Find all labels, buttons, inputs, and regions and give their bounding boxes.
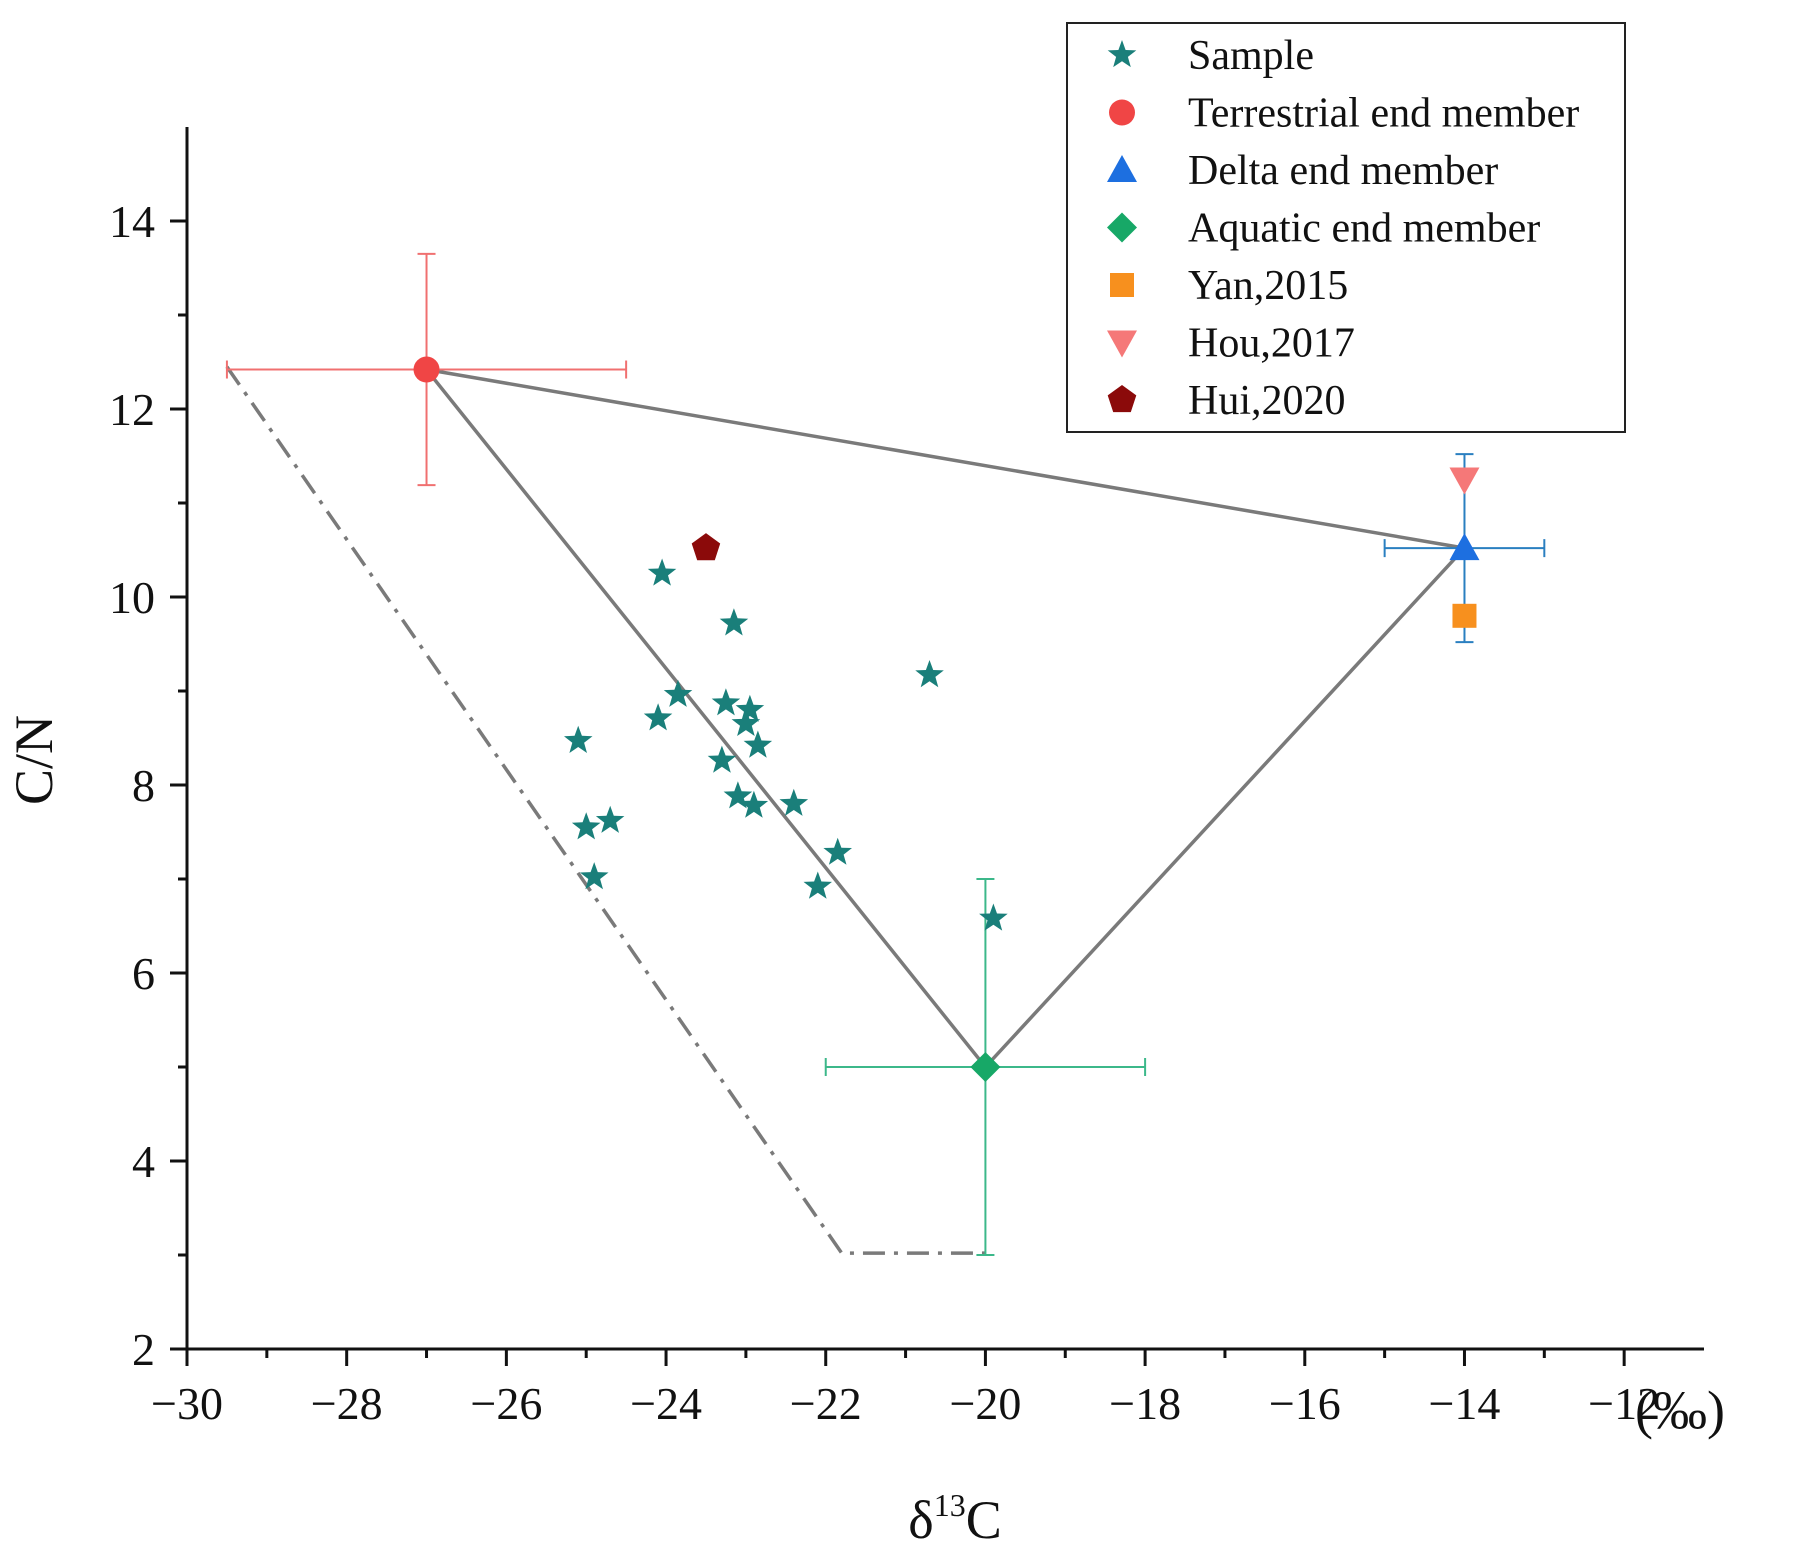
mixing-triangle [422,366,1468,1070]
point-sample [779,788,809,816]
y-tick-label: 6 [132,948,155,999]
point-sample [735,694,765,722]
point-sample [707,745,737,773]
legend-marker-aquatic-end-member [1107,212,1137,243]
point-sample [711,688,741,716]
legend-marker-sample [1107,40,1137,68]
data-points [413,356,1480,1082]
y-tick-label: 14 [109,196,155,247]
point-sample [731,708,761,736]
y-tick-label: 12 [109,384,155,435]
legend-marker-delta-end-member [1107,155,1137,182]
x-axis-unit: (‰) [1635,1380,1725,1440]
dash-dot-boundary [225,365,986,1255]
legend-label-delta-end-member: Delta end member [1188,148,1498,194]
legend-label-hui-2020: Hui,2020 [1188,378,1346,424]
legend-marker-terrestrial-end-member [1109,99,1135,126]
x-tick-label: −26 [470,1378,542,1429]
point-sample [915,660,944,688]
x-tick-label: −18 [1109,1378,1181,1429]
legend-label-aquatic-end-member: Aquatic end member [1188,206,1540,252]
legend-label-hou-2017: Hou,2017 [1188,321,1355,367]
point-sample [595,805,625,833]
x-tick-label: −30 [151,1378,223,1429]
x-tick-label: −28 [311,1378,383,1429]
point-sample [723,781,753,809]
x-tick-label: −22 [790,1378,862,1429]
point-sample [579,862,609,890]
x-axis-title-delta: δ [908,1490,933,1550]
axes: −30 −28 −26 −24 −22 −20 −18 −16 −14 −12 2 4 6 8 10 12 14 [109,127,1704,1429]
point-delta-end-member [1449,533,1480,561]
point-sample [719,608,749,636]
x-axis-title-tail: C [966,1490,1002,1550]
x-tick-label: −12 [1588,1378,1660,1429]
x-tick-label: −20 [949,1378,1021,1429]
point-yan-2015 [1452,603,1477,628]
y-axis-title: C/N [4,715,64,805]
mixing-lines [225,365,1468,1255]
legend-frame [1066,22,1626,433]
point-hui-2020 [691,533,721,561]
legend-label-yan-2015: Yan,2015 [1188,263,1348,309]
point-sample [571,812,601,840]
y-tick-label: 4 [132,1136,155,1187]
x-axis-title-superscript: 13 [934,1487,966,1523]
legend-marker-hui-2020 [1107,385,1137,413]
point-hou-2017 [1449,467,1480,495]
legend-marker-hou-2017 [1107,330,1137,358]
x-tick-label: −14 [1428,1378,1500,1429]
legend-marker-yan-2015 [1110,273,1134,297]
point-sample [647,558,677,586]
legend-label-terrestrial-end-member: Terrestrial end member [1188,91,1579,137]
x-tick-label: −16 [1269,1378,1341,1429]
point-sample [823,837,852,865]
legend-label-sample: Sample [1188,33,1314,79]
point-sample [803,871,832,899]
legend: Sample Terrestrial end member Delta end me… [1066,22,1626,433]
point-aquatic-end-member [970,1052,1001,1082]
point-sample [643,703,673,731]
y-tick-label: 8 [132,760,155,811]
point-sample [564,725,593,753]
point-sample [663,679,693,707]
x-axis-title: δ13C [908,1487,1001,1550]
x-tick-label: −24 [630,1378,702,1429]
y-tick-label: 2 [132,1324,155,1375]
point-terrestrial-end-member [413,356,440,383]
point-sample [979,903,1008,931]
point-sample [739,790,769,818]
point-sample [743,730,773,758]
y-tick-label: 10 [109,572,155,623]
